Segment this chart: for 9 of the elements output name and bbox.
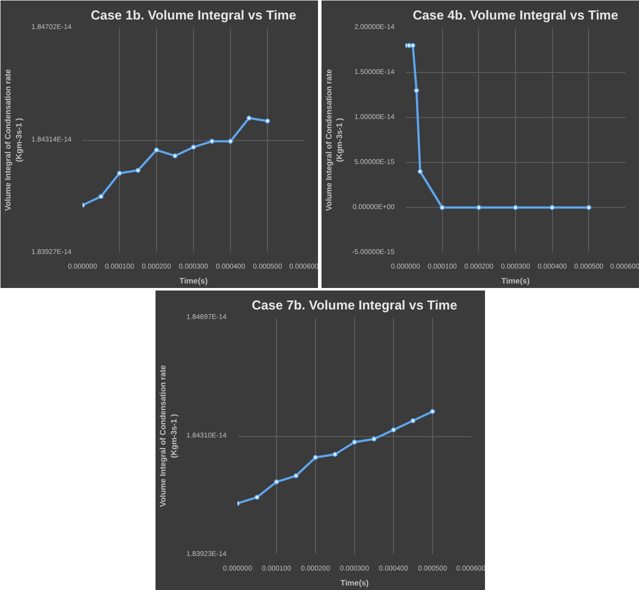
y-axis-title: Volume Integral of Condensation rate (Kgm-3s-1 ) [158,364,178,507]
chart-title: Case 7b. Volume Integral vs Time [252,298,458,312]
chart-title: Case 1b. Volume Integral vs Time [90,8,296,22]
x-axis-title: Time(s) [501,276,530,286]
x-axis-title: Time(s) [179,276,208,286]
y-axis-title: Volume Integral of Condensation rate (Kgm-3s-1 ) [324,68,344,211]
y-axis-title: Volume Integral of Condensation rate (Kgm-3s-1 ) [4,68,24,211]
x-axis-title: Time(s) [340,578,369,588]
chart-title: Case 4b. Volume Integral vs Time [412,8,618,22]
